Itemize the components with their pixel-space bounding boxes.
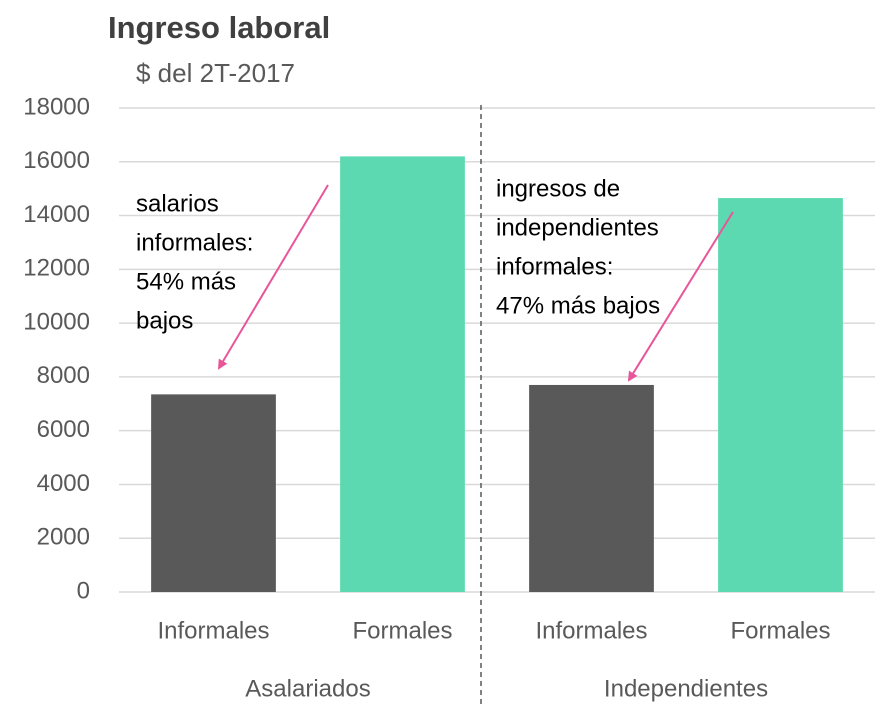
chart-title: Ingreso laboral (108, 10, 330, 45)
group-label: Asalariados (245, 675, 370, 702)
annotation: salarios (136, 190, 219, 217)
y-tick-label: 18000 (23, 93, 90, 120)
annotation: informales: (496, 253, 613, 280)
group-label: Independientes (604, 675, 768, 702)
bar (340, 156, 465, 592)
annotation: 54% más (136, 268, 236, 295)
x-tick-label: Informales (535, 617, 647, 644)
y-tick-label: 2000 (37, 524, 90, 551)
y-tick-label: 16000 (23, 147, 90, 174)
y-tick-label: 8000 (37, 362, 90, 389)
annotation: 47% más bajos (496, 292, 660, 319)
x-tick-label: Formales (352, 617, 452, 644)
annotation: bajos (136, 307, 193, 334)
y-tick-label: 12000 (23, 255, 90, 282)
annotation: ingresos de (496, 175, 620, 202)
chart-subtitle: $ del 2T-2017 (136, 58, 295, 88)
arrow (217, 184, 329, 370)
y-tick-label: 6000 (37, 416, 90, 443)
x-tick-label: Informales (157, 617, 269, 644)
bar (718, 198, 843, 593)
x-tick-label: Formales (730, 617, 830, 644)
y-tick-label: 0 (77, 577, 90, 604)
y-tick-label: 4000 (37, 470, 90, 497)
annotation: independientes (496, 214, 659, 241)
bar (529, 384, 654, 592)
bar (151, 394, 276, 592)
annotation: informales: (136, 229, 253, 256)
arrow (627, 211, 734, 382)
y-tick-label: 10000 (23, 308, 90, 335)
y-tick-label: 14000 (23, 201, 90, 228)
